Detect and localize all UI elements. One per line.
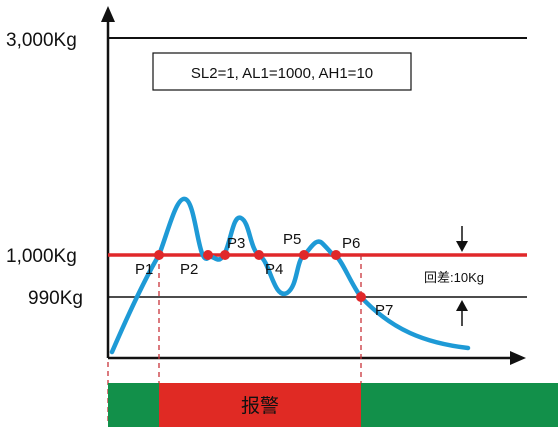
hysteresis-label: 回差:10Kg bbox=[424, 270, 484, 285]
x-axis-arrowhead bbox=[510, 351, 526, 365]
label-p2: P2 bbox=[180, 261, 198, 278]
alarm-band bbox=[159, 383, 361, 427]
normal-band-right bbox=[361, 383, 558, 427]
y-label-alarm-low: 990Kg bbox=[28, 288, 83, 309]
weight-curve bbox=[109, 196, 471, 355]
parameters-box bbox=[152, 52, 412, 91]
y-label-max: 3,000Kg bbox=[6, 30, 77, 51]
point-p5 bbox=[299, 250, 309, 260]
point-p4 bbox=[254, 250, 264, 260]
point-p2 bbox=[203, 250, 213, 260]
y-axis-arrowhead bbox=[101, 6, 115, 22]
point-p7 bbox=[356, 292, 366, 302]
label-p5: P5 bbox=[283, 231, 301, 248]
arrow-up-icon bbox=[456, 300, 468, 326]
label-p1: P1 bbox=[135, 261, 153, 278]
y-label-alarm-high: 1,000Kg bbox=[6, 246, 77, 267]
point-p1 bbox=[154, 250, 164, 260]
alarm-band-label: 报警 bbox=[241, 395, 279, 417]
label-p3: P3 bbox=[227, 235, 245, 252]
label-p7: P7 bbox=[375, 302, 393, 319]
normal-band-left bbox=[108, 383, 159, 427]
label-p4: P4 bbox=[265, 261, 283, 278]
arrow-down-icon bbox=[456, 226, 468, 252]
label-p6: P6 bbox=[342, 235, 360, 252]
point-p6 bbox=[331, 250, 341, 260]
parameters-text: SL2=1, AL1=1000, AH1=10 bbox=[191, 65, 373, 82]
point-p3 bbox=[220, 250, 230, 260]
